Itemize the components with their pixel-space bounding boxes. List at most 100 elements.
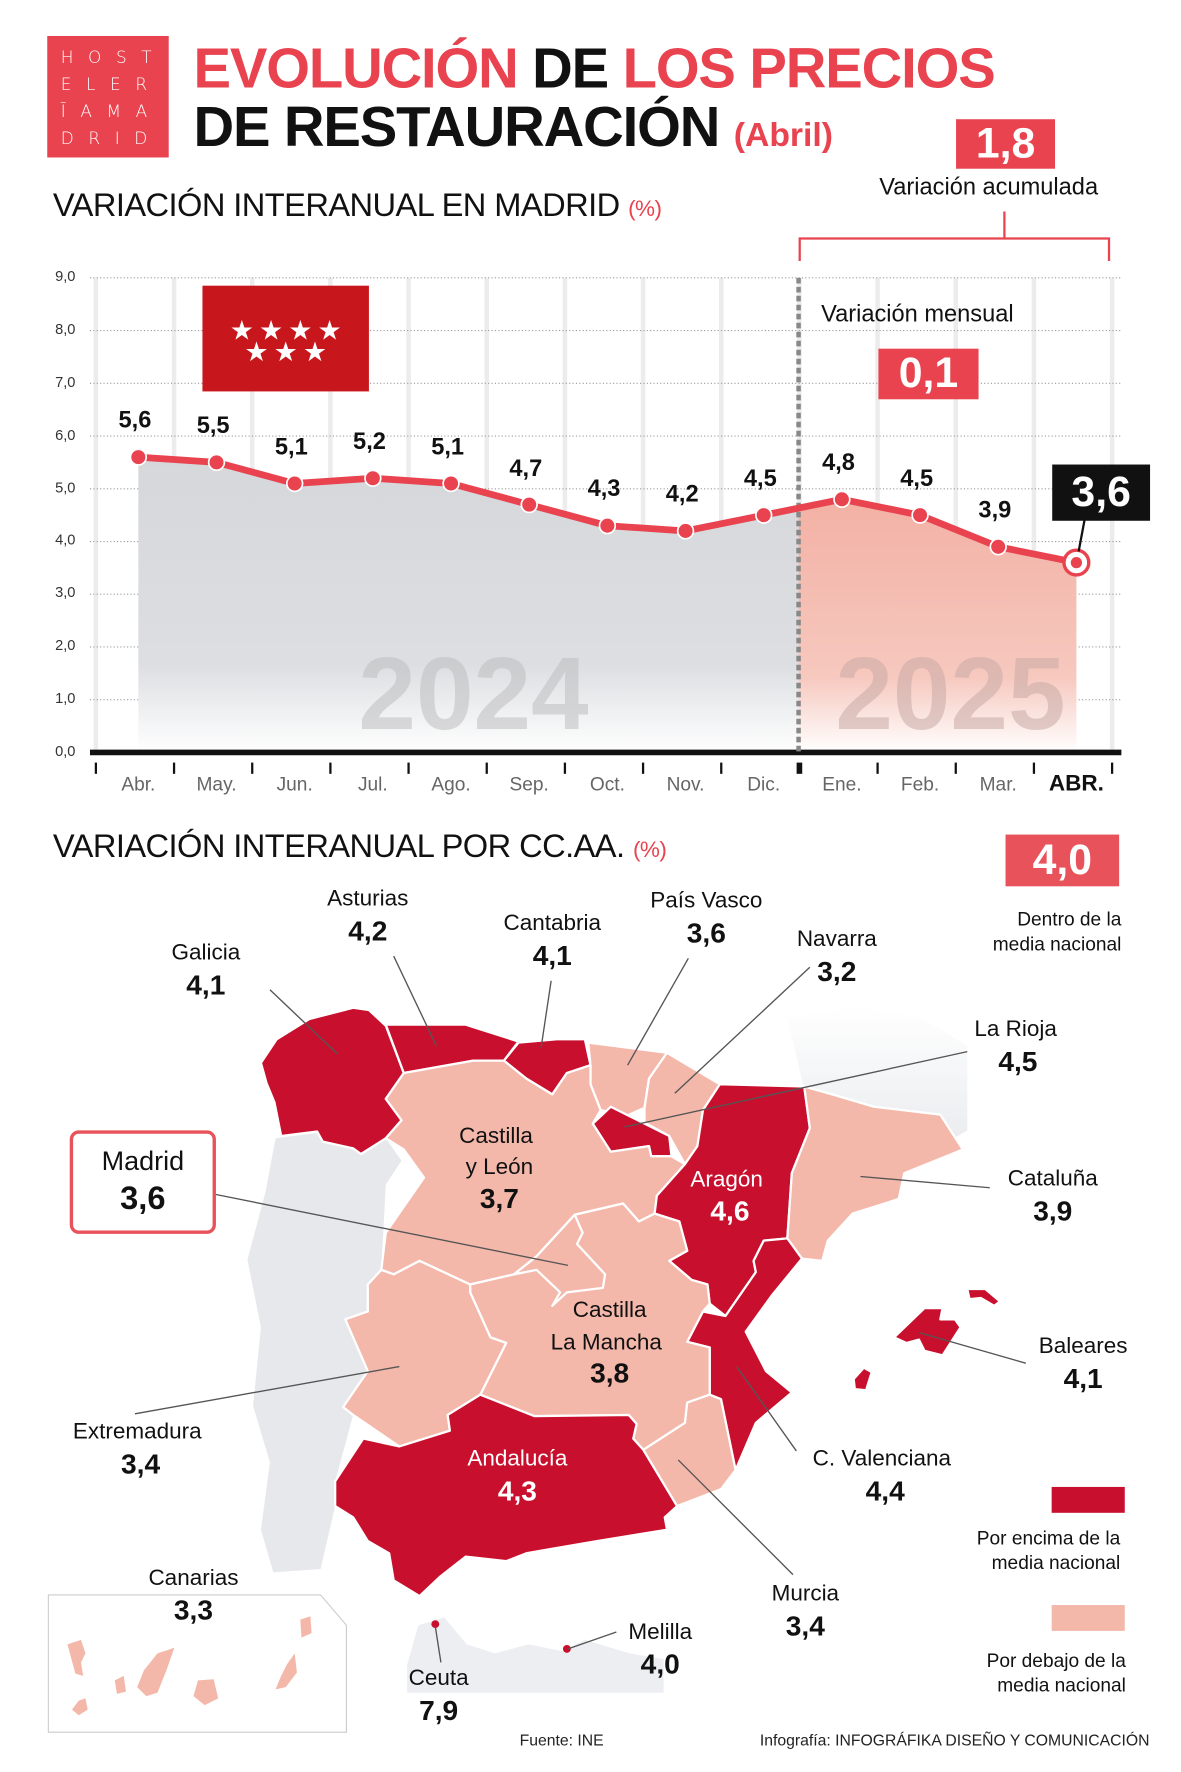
page-title-line2: DE RESTAURACIÓN (Abril) — [193, 99, 833, 155]
svg-text:★: ★ — [230, 316, 254, 347]
region-name-extremadura: Extremadura — [72, 1419, 202, 1445]
callout-pointer — [1077, 515, 1087, 552]
madrid-highlight-box — [69, 1130, 216, 1234]
ceuta-marker — [431, 1620, 440, 1629]
region-value-ceuta: 7,9 — [419, 1695, 459, 1727]
africa-background — [407, 1617, 664, 1693]
accumulated-bracket — [798, 211, 1111, 261]
region-name-aragon: Aragón — [690, 1167, 763, 1193]
region-murcia — [642, 1393, 737, 1508]
data-point — [598, 516, 617, 535]
data-point — [285, 474, 304, 493]
data-label: 4,2 — [665, 481, 699, 508]
data-point — [364, 469, 382, 487]
section-title-text: VARIACIÓN INTERANUAL POR CC.AA. — [52, 828, 625, 865]
x-tick-label: ABR. — [1048, 771, 1104, 797]
region-name-andalucia: Andalucía — [467, 1446, 568, 1472]
x-tick-label: Dic. — [747, 773, 781, 796]
region-andalucia — [334, 1393, 679, 1598]
region-name-castilla-la-mancha: La Mancha — [550, 1330, 662, 1356]
label-line: media nacional — [997, 1674, 1126, 1697]
x-tick-label: Jun. — [276, 773, 313, 796]
region-ibiza — [852, 1366, 873, 1392]
legend-below-swatch — [1051, 1605, 1125, 1631]
region-value-c-valenciana: 4,4 — [865, 1475, 905, 1508]
spain-map — [247, 1006, 1002, 1693]
title-text: DE RESTAURACIÓN — [193, 95, 720, 159]
portugal-background — [247, 1130, 402, 1573]
y-tick-label: 0,0 — [55, 742, 76, 760]
title-word: LOS PRECIOS — [622, 37, 996, 101]
data-point-current-core — [1070, 556, 1083, 569]
title-month: (Abril) — [733, 116, 834, 155]
data-label: 3,9 — [978, 497, 1012, 524]
data-point — [911, 506, 929, 524]
accumulated-value-badge: 1,8 — [956, 119, 1056, 169]
logo-row: HOST — [60, 47, 167, 68]
y-tick-label: 5,0 — [55, 478, 76, 496]
label-line: Dentro de la — [1017, 908, 1122, 931]
region-value-asturias: 4,2 — [348, 915, 388, 948]
region-value-castilla-la-mancha: 3,8 — [590, 1357, 630, 1390]
title-word: DE — [532, 37, 609, 101]
data-label-current: 3,6 — [1052, 464, 1151, 521]
y-tick-label: 2,0 — [55, 636, 76, 654]
logo-row: ELER — [60, 74, 162, 95]
data-point — [207, 453, 226, 472]
data-point — [754, 506, 773, 524]
region-value-galicia: 4,1 — [186, 969, 226, 1002]
x-tick-label: Jul. — [357, 773, 388, 796]
area-2025 — [798, 499, 1077, 753]
x-tick-label: Oct. — [589, 773, 625, 796]
data-label: 5,6 — [118, 407, 152, 434]
y-tick-label: 4,0 — [55, 531, 76, 549]
region-name-pais-vasco: País Vasco — [650, 888, 763, 914]
title-word: EVOLUCIÓN — [193, 37, 518, 101]
data-point — [989, 538, 1007, 556]
year-watermark: 2025 — [835, 635, 1065, 751]
y-tick-label: 1,0 — [55, 689, 76, 707]
region-name-asturias: Asturias — [327, 886, 409, 912]
label-line: Por encima de la — [976, 1527, 1121, 1549]
region-value-pais-vasco: 3,6 — [686, 917, 726, 950]
x-tick-label: Ene. — [822, 773, 862, 796]
logo-row: DRID — [60, 128, 162, 149]
page-title-line1: EVOLUCIÓN DE LOS PRECIOS — [193, 40, 995, 96]
data-point — [833, 490, 851, 509]
madrid-section-title: VARIACIÓN INTERANUAL EN MADRID (%) — [53, 188, 662, 225]
region-name-cantabria: Cantabria — [503, 911, 602, 936]
data-label: 4,5 — [743, 465, 777, 492]
y-tick-label: 3,0 — [55, 584, 76, 601]
credit-note: Infografía: INFOGRÁFIKA DISEÑO Y COMUNIC… — [759, 1731, 1150, 1750]
monthly-value-badge: 0,1 — [878, 348, 979, 400]
region-value-navarra: 3,2 — [817, 956, 857, 988]
section-unit: (%) — [632, 837, 667, 863]
region-galicia — [259, 1006, 405, 1156]
accumulated-label: Variación acumulada — [879, 174, 1099, 201]
y-tick-label: 7,0 — [55, 373, 76, 391]
svg-text:★: ★ — [259, 316, 283, 347]
data-label: 5,5 — [196, 412, 230, 439]
x-tick-label: Feb. — [900, 773, 940, 796]
region-madrid — [512, 1213, 607, 1307]
legend-above-swatch — [1051, 1486, 1125, 1513]
region-name-castilla-y-leon: Castilla — [459, 1123, 533, 1149]
section-unit: (%) — [628, 196, 662, 222]
region-name-navarra: Navarra — [796, 926, 877, 952]
x-tick-label: Mar. — [979, 773, 1017, 796]
region-cataluna — [786, 1085, 964, 1262]
source-note: Fuente: INE — [519, 1731, 604, 1750]
region-name-murcia: Murcia — [771, 1581, 840, 1607]
data-label: 4,7 — [509, 455, 543, 481]
logo-row: ĪAMA — [60, 101, 162, 122]
hosteleria-madrid-logo: HOST ELER ĪAMA DRID — [47, 35, 169, 158]
canarias-inset — [47, 1594, 347, 1733]
y-tick-label: 9,0 — [55, 267, 76, 285]
region-menorca — [966, 1287, 1002, 1307]
melilla-marker — [562, 1644, 571, 1653]
svg-text:★: ★ — [303, 337, 327, 368]
national-average-label: Dentro de la media nacional — [993, 908, 1122, 957]
x-tick-label: Ago. — [431, 773, 471, 796]
region-value-baleares: 4,1 — [1063, 1363, 1103, 1395]
